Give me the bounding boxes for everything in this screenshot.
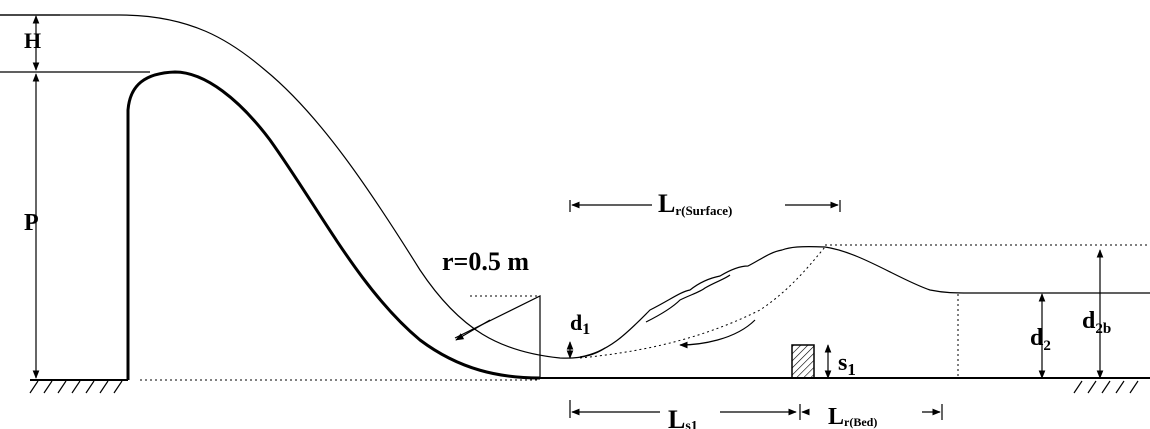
jump-surface	[579, 246, 1150, 358]
label-radius: r=0.5 m	[442, 247, 529, 276]
label-p: P	[24, 210, 39, 236]
ground-hatch-right	[1073, 380, 1139, 394]
roller-arrow	[679, 319, 756, 349]
label-d1: d1	[570, 310, 590, 338]
upstream-water-surface	[0, 14, 606, 359]
sill-block	[791, 344, 815, 379]
label-ls1: Ls1	[668, 405, 698, 429]
label-lr-surface: Lr(Surface)	[658, 189, 732, 218]
label-d2b: d2b	[1082, 308, 1111, 337]
roller-ripple	[645, 274, 731, 323]
radius-arrow	[455, 319, 491, 341]
spillway-body	[126, 70, 541, 380]
label-lr-bed: Lr(Bed)	[828, 404, 877, 429]
label-d2: d2	[1030, 325, 1051, 354]
label-s1: s1	[838, 350, 856, 379]
label-h: H	[24, 28, 41, 53]
ground-hatch-left	[29, 380, 123, 394]
